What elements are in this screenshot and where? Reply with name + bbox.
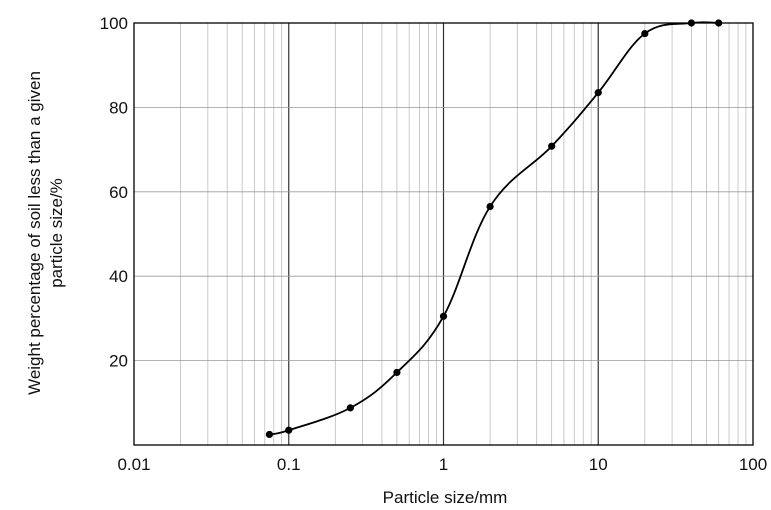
data-point (641, 29, 649, 38)
curve-layer (269, 21, 719, 436)
data-point (346, 404, 354, 412)
x-tick-label: 10 (589, 455, 608, 474)
data-point (265, 430, 274, 439)
x-tick-label: 0.01 (117, 455, 150, 474)
ticks-layer: 0.01 0.1 1 10 100 20 40 60 80 100 (100, 14, 768, 474)
x-axis-label: Particle size/mm (383, 488, 508, 507)
y-tick-label: 20 (109, 352, 128, 371)
data-point (715, 19, 723, 27)
points-layer (265, 19, 723, 439)
data-point (439, 312, 448, 320)
data-point (285, 426, 293, 434)
data-point (687, 19, 696, 27)
data-point (548, 142, 556, 150)
y-axis-label-line1: Weight percentage of soil less than a gi… (25, 71, 44, 395)
data-point (486, 202, 494, 211)
y-tick-label: 80 (109, 98, 128, 117)
data-point (393, 368, 401, 377)
plot-frame (133, 22, 754, 446)
grid (134, 23, 753, 445)
x-tick-label: 1 (439, 455, 448, 474)
x-tick-label: 100 (739, 455, 767, 474)
gradation-curve (269, 21, 719, 436)
x-tick-label: 0.1 (277, 455, 301, 474)
y-axis-label-line2: particle size/% (47, 178, 66, 288)
data-point (594, 89, 602, 97)
y-tick-label: 40 (109, 267, 128, 286)
y-tick-label: 60 (109, 183, 128, 202)
y-tick-label: 100 (100, 14, 128, 33)
